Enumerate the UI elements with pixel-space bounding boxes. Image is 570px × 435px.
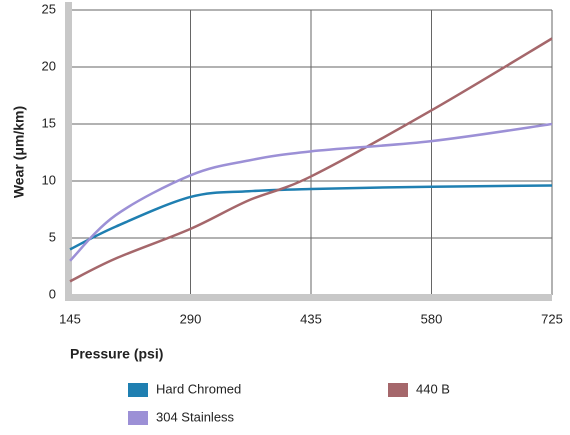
y-axis-label: Wear (μm/km) <box>11 106 27 198</box>
legend-swatch <box>128 411 148 425</box>
x-tick-label: 580 <box>421 311 443 326</box>
series-line <box>69 37 553 283</box>
series-line <box>69 122 553 262</box>
legend-swatch <box>128 383 148 397</box>
y-axis <box>65 2 72 300</box>
y-tick-label: 0 <box>49 286 56 301</box>
x-tick-label: 435 <box>300 311 322 326</box>
x-tick-label: 290 <box>180 311 202 326</box>
y-tick-label: 15 <box>42 115 56 130</box>
x-tick-label: 725 <box>541 311 563 326</box>
legend-label: 304 Stainless <box>156 409 235 424</box>
x-axis <box>65 294 552 301</box>
x-tick-label: 145 <box>59 311 81 326</box>
y-tick-label: 10 <box>42 172 56 187</box>
legend-swatch <box>388 383 408 397</box>
y-tick-label: 20 <box>42 58 56 73</box>
series-line <box>69 184 553 251</box>
legend-label: 440 B <box>416 381 450 396</box>
y-tick-label: 25 <box>42 1 56 16</box>
y-tick-label: 5 <box>49 229 56 244</box>
legend-label: Hard Chromed <box>156 381 241 396</box>
x-axis-label: Pressure (psi) <box>70 346 163 362</box>
